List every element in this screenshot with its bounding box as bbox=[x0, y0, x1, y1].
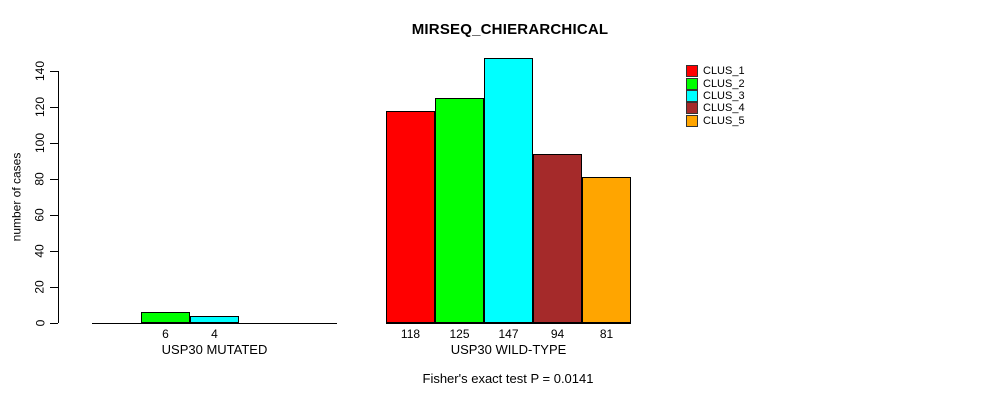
bar-value-label: 125 bbox=[449, 327, 470, 341]
y-axis-tick bbox=[50, 323, 58, 324]
y-axis-tick-label-text: 100 bbox=[33, 132, 47, 154]
legend-item: CLUS_4 bbox=[686, 102, 745, 115]
legend-swatch bbox=[686, 114, 698, 127]
y-axis-tick bbox=[50, 71, 58, 72]
y-axis-title-text: number of cases bbox=[9, 152, 23, 242]
y-axis-tick bbox=[50, 287, 58, 288]
legend-swatch bbox=[686, 77, 698, 90]
y-axis-tick-label-text: 140 bbox=[33, 60, 47, 82]
legend-swatch bbox=[686, 89, 698, 102]
group-baseline bbox=[92, 323, 337, 324]
annotation-text: Fisher's exact test P = 0.0141 bbox=[422, 371, 594, 386]
y-axis-tick bbox=[50, 143, 58, 144]
legend-item: CLUS_5 bbox=[686, 114, 745, 127]
bar-value-label: 6 bbox=[162, 327, 169, 341]
y-axis-tick bbox=[50, 251, 58, 252]
bar-value-label: 94 bbox=[550, 327, 565, 341]
x-group-label: USP30 WILD-TYPE bbox=[450, 342, 567, 357]
y-axis-tick-label-text: 20 bbox=[32, 280, 47, 294]
y-axis-tick bbox=[50, 179, 58, 180]
legend-label: CLUS_4 bbox=[703, 102, 745, 115]
legend-label: CLUS_1 bbox=[703, 65, 745, 78]
legend-label: CLUS_3 bbox=[703, 89, 745, 102]
y-axis-tick-label-text: 80 bbox=[32, 172, 47, 186]
legend-swatch bbox=[686, 65, 698, 78]
legend: CLUS_1 CLUS_2 CLUS_3 CLUS_4 CLUS_5 bbox=[686, 65, 745, 127]
legend-label: CLUS_5 bbox=[703, 114, 745, 127]
x-group-label: USP30 MUTATED bbox=[161, 342, 268, 357]
bar-value-label: 81 bbox=[599, 327, 614, 341]
y-axis-tick-label-text: 60 bbox=[32, 208, 47, 222]
y-axis-tick-label-text: 0 bbox=[33, 319, 47, 327]
bar-CLUS_2 bbox=[141, 312, 190, 323]
bar-CLUS_3 bbox=[190, 316, 239, 323]
y-axis-tick bbox=[50, 215, 58, 216]
bar-value-label: 4 bbox=[211, 327, 218, 341]
legend-item: CLUS_1 bbox=[686, 65, 745, 78]
legend-swatch bbox=[686, 102, 698, 115]
chart-title: MIRSEQ_CHIERARCHICAL bbox=[411, 21, 609, 38]
legend-item: CLUS_3 bbox=[686, 89, 745, 102]
legend-label: CLUS_2 bbox=[703, 77, 745, 90]
bar-value-label: 147 bbox=[498, 327, 519, 341]
y-axis-tick-label-text: 120 bbox=[33, 96, 47, 118]
bar-CLUS_4 bbox=[533, 154, 582, 323]
bar-CLUS_5 bbox=[582, 177, 631, 323]
bar-CLUS_1 bbox=[386, 111, 435, 323]
y-axis-tick bbox=[50, 107, 58, 108]
bar-CLUS_3 bbox=[484, 58, 533, 323]
y-axis-line bbox=[58, 71, 59, 323]
group-baseline bbox=[386, 323, 631, 324]
bar-CLUS_2 bbox=[435, 98, 484, 323]
legend-item: CLUS_2 bbox=[686, 77, 745, 90]
y-axis-tick-label-text: 40 bbox=[32, 244, 47, 258]
y-axis-title: number of cases bbox=[0, 153, 36, 242]
bar-value-label: 118 bbox=[400, 327, 421, 341]
